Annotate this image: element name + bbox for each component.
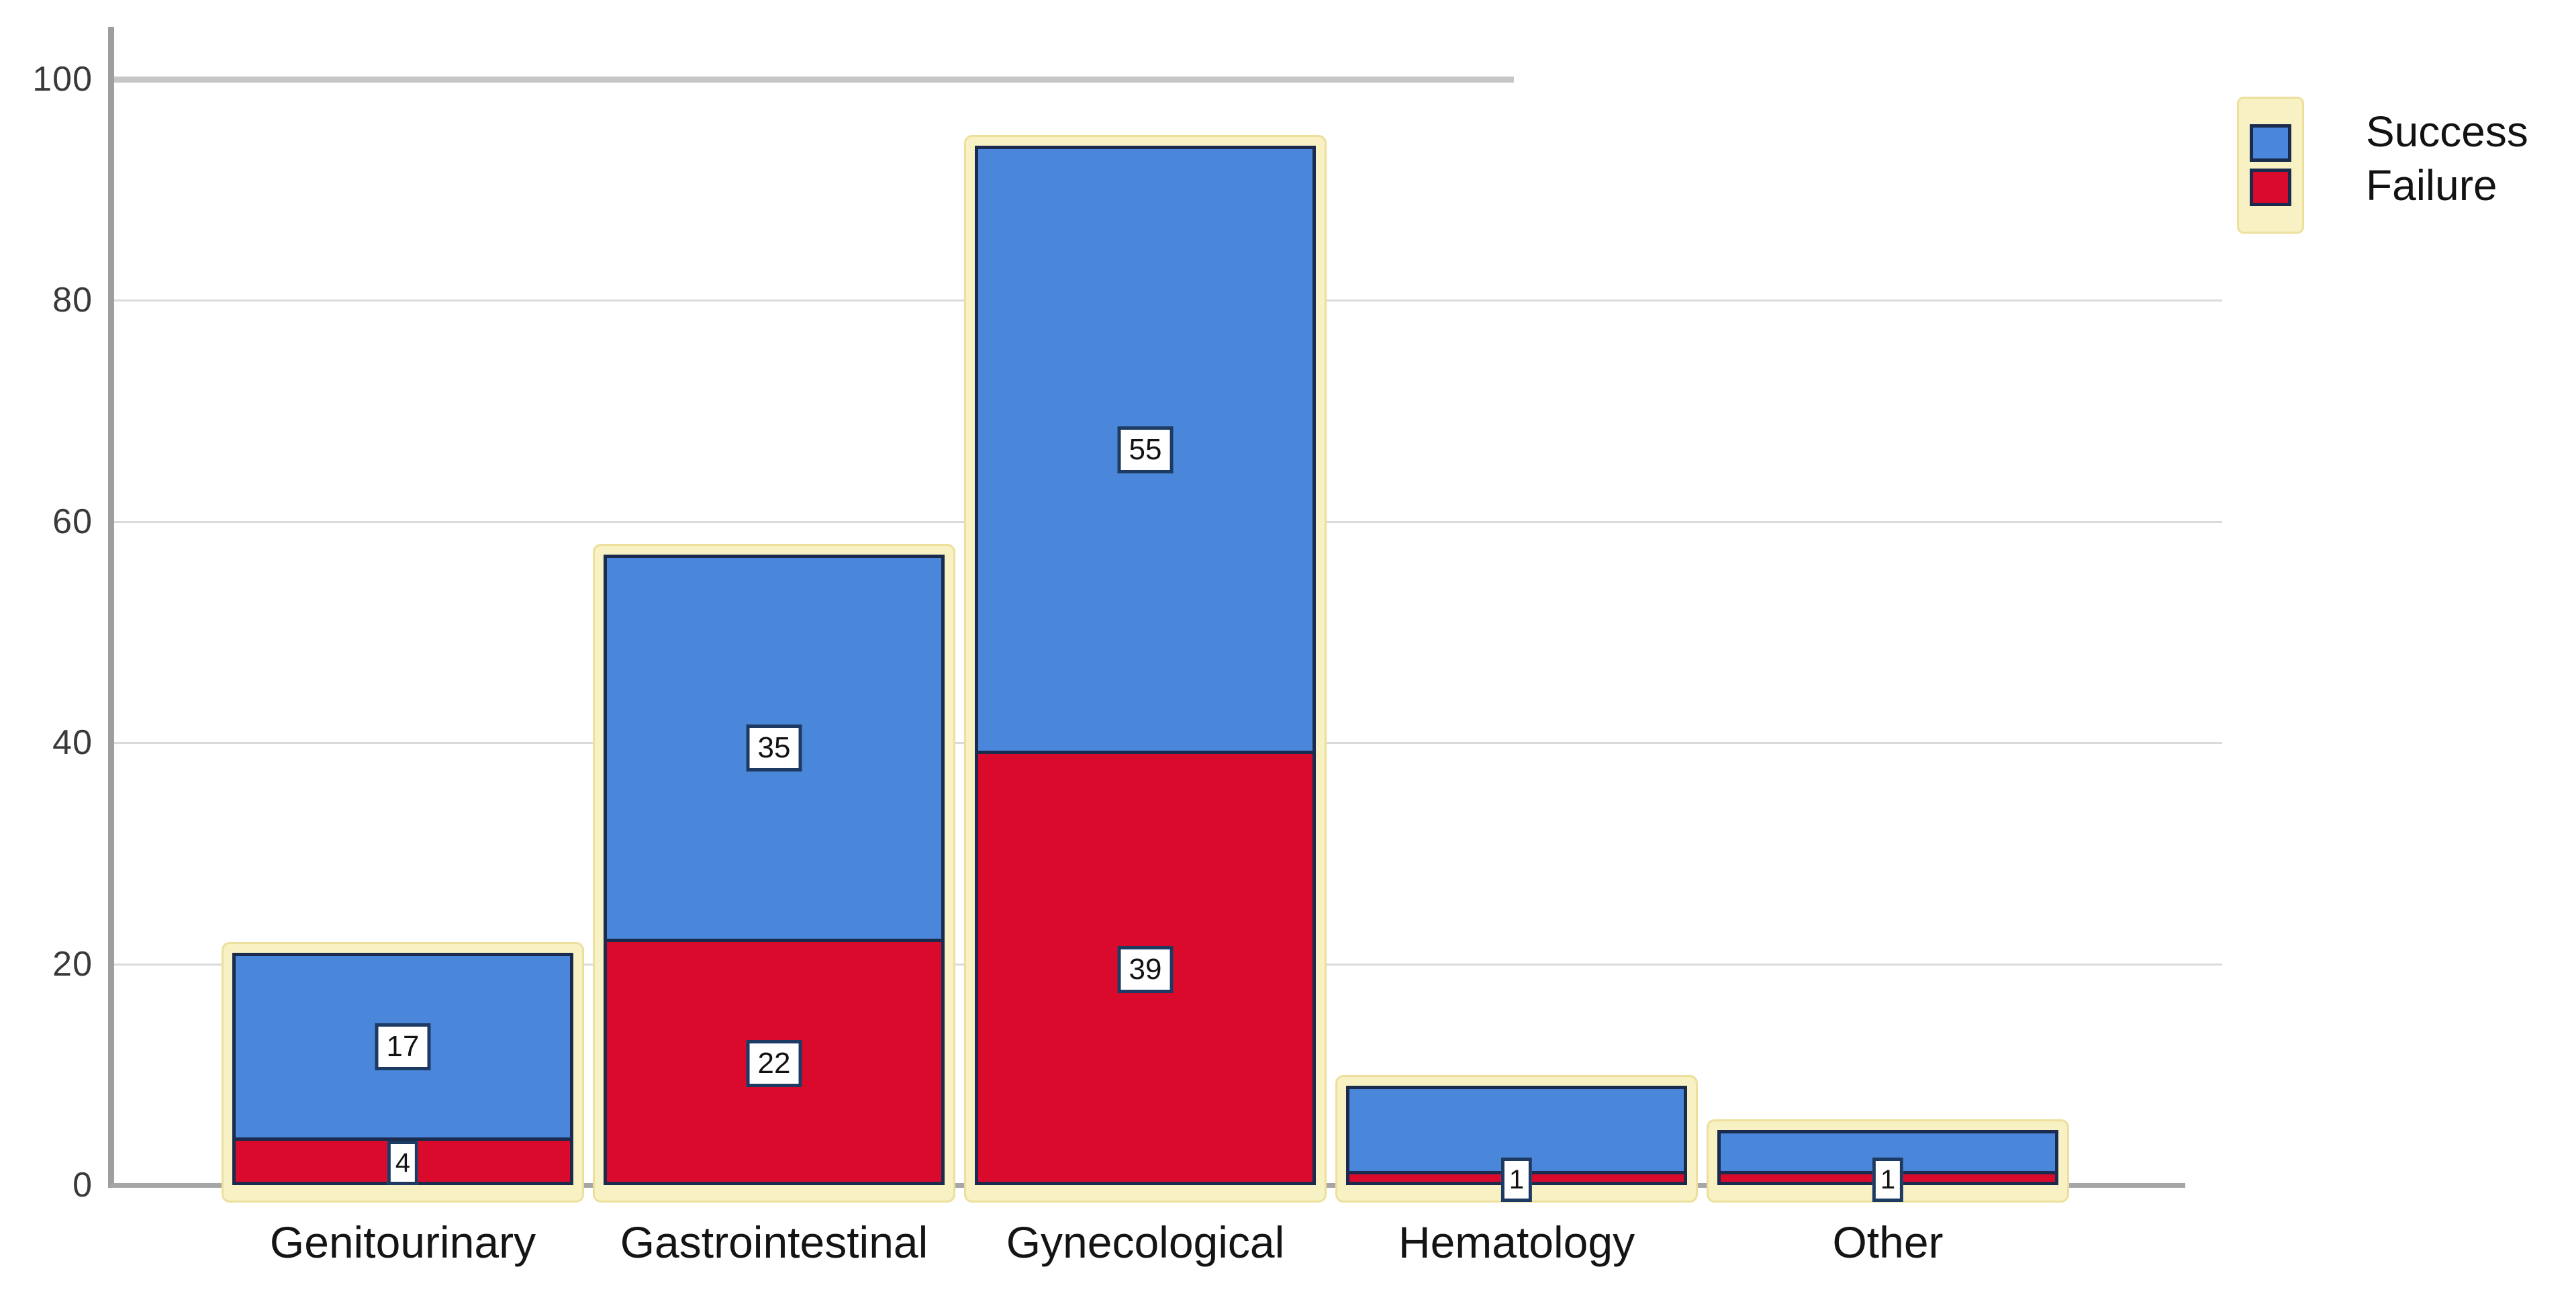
bar-gastrointestinal (604, 555, 945, 1185)
y-tick-label-60: 60 (52, 502, 93, 541)
gridline-100 (111, 77, 1514, 83)
x-category-label-genitourinary: Genitourinary (269, 1217, 536, 1267)
legend-labels: Success Failure (2366, 105, 2528, 212)
y-tick-label-20: 20 (52, 944, 93, 984)
x-category-label-gastrointestinal: Gastrointestinal (620, 1217, 928, 1267)
value-label-failure-other: 1 (1872, 1157, 1904, 1202)
legend-swatch-failure-icon (2250, 169, 2291, 206)
value-label-failure-genitourinary: 4 (387, 1141, 419, 1186)
legend-swatch-column (2237, 97, 2304, 234)
y-tick-label-100: 100 (32, 60, 93, 99)
value-label-success-gynecological: 55 (1117, 426, 1174, 473)
y-tick-label-0: 0 (73, 1166, 93, 1205)
legend-label-success: Success (2366, 107, 2528, 156)
value-label-failure-hematology: 1 (1500, 1157, 1533, 1202)
y-tick-label-40: 40 (52, 723, 93, 763)
bar-gynecological (975, 145, 1316, 1185)
x-category-label-hematology: Hematology (1398, 1217, 1635, 1267)
y-tick-label-80: 80 (52, 281, 93, 320)
value-label-success-genitourinary: 17 (375, 1023, 431, 1071)
value-label-failure-gastrointestinal: 22 (746, 1039, 802, 1087)
value-label-failure-gynecological: 39 (1117, 945, 1174, 993)
legend-label-failure: Failure (2366, 161, 2497, 209)
legend: Success Failure (2229, 94, 2571, 255)
y-axis-line (108, 27, 114, 1188)
x-category-label-other: Other (1832, 1217, 1944, 1267)
legend-swatch-success-icon (2250, 124, 2291, 162)
bar-genitourinary (232, 953, 573, 1185)
x-category-label-gynecological: Gynecological (1006, 1217, 1285, 1267)
value-label-success-gastrointestinal: 35 (746, 724, 802, 772)
